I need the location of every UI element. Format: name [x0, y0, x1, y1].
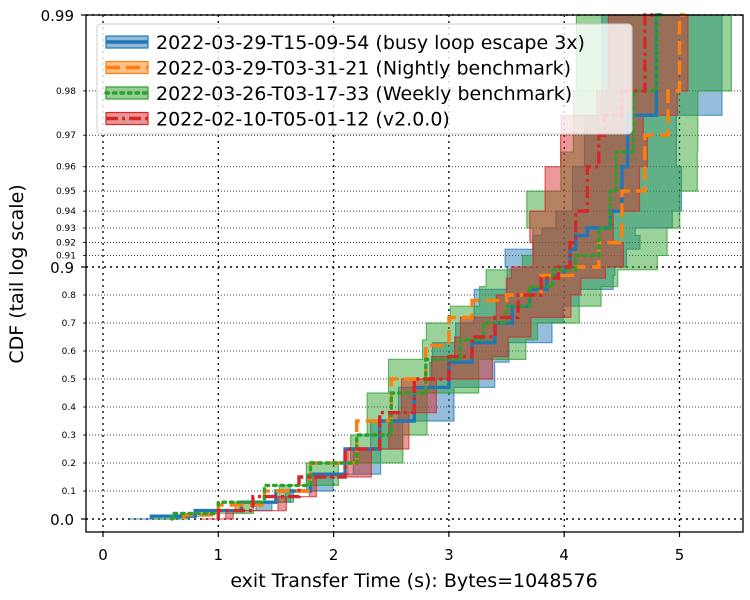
legend-label: 2022-02-10-T05-01-12 (v2.0.0) — [156, 109, 450, 131]
y-minor-tick-label: 0.8 — [62, 291, 77, 301]
y-minor-tick-label: 0.95 — [56, 187, 76, 197]
x-tick-label: 2 — [329, 546, 339, 564]
y-minor-tick-label: 0.91 — [56, 251, 76, 261]
x-tick-label: 1 — [214, 546, 224, 564]
y-minor-tick-label: 0.5 — [62, 375, 76, 385]
y-minor-tick-label: 0.3 — [62, 431, 76, 441]
y-minor-tick-label: 0.6 — [62, 347, 77, 357]
y-major-tick-label: 0.0 — [50, 511, 74, 529]
y-minor-tick-label: 0.96 — [56, 163, 76, 173]
y-minor-tick-label: 0.98 — [56, 87, 76, 97]
series-line — [170, 13, 664, 521]
legend: 2022-03-29-T15-09-54 (busy loop escape 3… — [96, 23, 633, 135]
series-line — [182, 13, 686, 519]
legend-label: 2022-03-29-T03-31-21 (Nightly benchmark) — [156, 58, 571, 80]
legend-label: 2022-03-29-T15-09-54 (busy loop escape 3… — [156, 32, 585, 54]
plot-frame — [85, 14, 744, 533]
y-minor-tick-label: 0.94 — [56, 207, 76, 217]
y-minor-tick-label: 0.4 — [62, 403, 77, 413]
y-minor-tick-label: 0.97 — [56, 131, 76, 141]
y-major-tick-label: 0.9 — [50, 259, 74, 277]
series-line — [216, 13, 657, 519]
series-lines — [149, 13, 686, 521]
y-axis-label: CDF (tail log scale) — [6, 184, 28, 363]
y-minor-tick-label: 0.1 — [62, 487, 76, 497]
x-tick-label: 3 — [444, 546, 454, 564]
y-minor-tick-label: 0.93 — [56, 224, 76, 234]
y-major-tick-label: 0.99 — [41, 7, 74, 25]
y-minor-tick-label: 0.7 — [62, 319, 76, 329]
y-minor-tick-label: 0.92 — [56, 239, 76, 249]
legend-label: 2022-03-26-T03-17-33 (Weekly benchmark) — [156, 83, 572, 105]
legend-box — [96, 23, 633, 135]
x-tick-label: 4 — [559, 546, 569, 564]
x-tick-label: 0 — [98, 546, 108, 564]
x-axis-label: exit Transfer Time (s): Bytes=1048576 — [230, 570, 597, 592]
axis-ticks: 0 1 2 3 4 5 0.1 0.2 0.3 0.4 0.5 0.6 0.7 0.8 0.91 0.92 0.… — [41, 7, 685, 564]
y-minor-tick-label: 0.2 — [62, 459, 76, 469]
x-tick-label: 5 — [675, 546, 685, 564]
